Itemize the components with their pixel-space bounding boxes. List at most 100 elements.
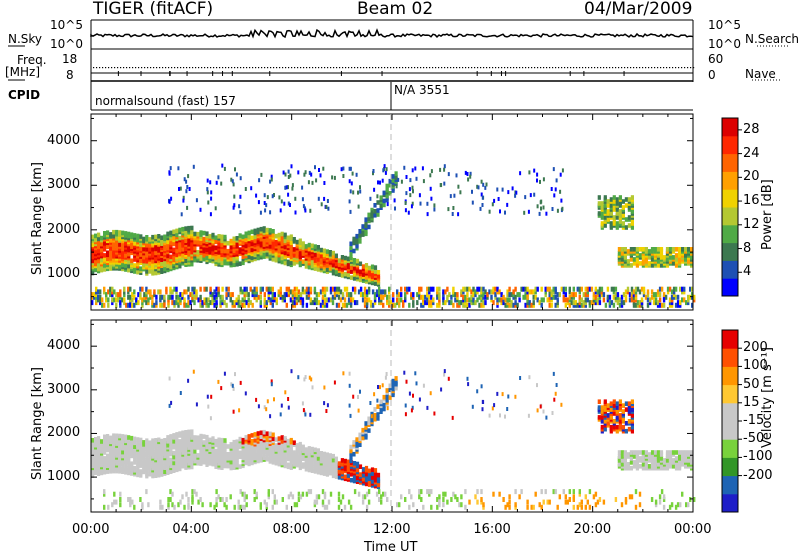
- power-cell: [190, 226, 193, 231]
- velocity-cell: [378, 489, 380, 494]
- velocity-cell: [622, 409, 625, 414]
- power-cell: [281, 232, 284, 237]
- velocity-cell: [170, 401, 172, 405]
- power-cell: [341, 255, 344, 260]
- power-cell: [553, 193, 555, 197]
- velocity-cell: [631, 429, 634, 434]
- velocity-cell: [560, 403, 562, 407]
- power-cell: [269, 210, 271, 214]
- velocity-cell: [193, 435, 196, 440]
- power-cell: [196, 198, 198, 202]
- power-cell: [297, 170, 299, 174]
- velocity-cell: [619, 423, 622, 428]
- power-cell: [160, 241, 163, 246]
- freq-dot: [624, 67, 625, 68]
- velocity-cell: [420, 489, 422, 494]
- power-cell: [254, 235, 257, 240]
- velocity-cell: [358, 409, 360, 413]
- velocity-cell: [569, 489, 571, 494]
- power-cell: [523, 211, 525, 215]
- velocity-cell: [236, 439, 239, 444]
- power-cell: [296, 250, 299, 255]
- power-cell: [373, 209, 376, 214]
- velocity-cell: [468, 500, 470, 505]
- freq-dot: [267, 67, 268, 68]
- power-cell: [412, 292, 414, 297]
- freq-dot: [453, 67, 454, 68]
- power-cell: [240, 176, 242, 180]
- freq-dot: [426, 67, 427, 68]
- power-cell: [103, 257, 106, 262]
- power-cell: [373, 188, 375, 192]
- power-cell: [318, 197, 320, 201]
- freq-dot: [189, 67, 190, 68]
- velocity-cell: [545, 489, 547, 494]
- velocity-cell: [406, 380, 408, 384]
- power-cell: [99, 289, 101, 294]
- velocity-cell: [368, 489, 370, 494]
- freq-dot: [315, 67, 316, 68]
- velocity-cell: [255, 398, 257, 402]
- power-cell: [633, 261, 636, 266]
- freq-dot: [411, 67, 412, 68]
- velocity-cell: [354, 489, 356, 494]
- velocity-cell: [420, 497, 422, 502]
- power-cell: [543, 206, 545, 210]
- velocity-cell: [444, 369, 446, 373]
- freq-dot: [108, 67, 109, 68]
- velocity-cell: [169, 377, 171, 381]
- power-cell: [575, 292, 577, 297]
- power-cell: [675, 247, 678, 252]
- velocity-cell: [266, 431, 269, 436]
- velocity-cell: [323, 401, 325, 405]
- power-cell: [264, 193, 266, 197]
- velocity-cell: [678, 450, 681, 455]
- power-cell: [178, 264, 181, 269]
- power-cell: [601, 201, 604, 206]
- velocity-cell: [286, 505, 288, 510]
- power-cell: [452, 303, 454, 308]
- power-cell: [225, 292, 227, 297]
- power-cell: [365, 275, 368, 280]
- velocity-cell: [659, 494, 661, 499]
- power-cell: [581, 287, 583, 292]
- velocity-cell: [167, 502, 169, 507]
- velocity-cell: [324, 492, 326, 497]
- velocity-cell: [159, 500, 161, 505]
- power-cell: [233, 237, 236, 242]
- velocity-cell: [302, 445, 305, 450]
- freq-dot: [282, 67, 283, 68]
- power-cell: [299, 239, 302, 244]
- velocity-cell: [492, 492, 494, 497]
- power-cell: [526, 287, 528, 292]
- velocity-cell: [383, 403, 386, 408]
- power-cell: [631, 221, 634, 226]
- velocity-cell: [383, 395, 386, 400]
- power-cell: [272, 303, 274, 308]
- velocity-cell: [185, 492, 187, 497]
- power-cell: [159, 289, 161, 294]
- velocity-cell: [573, 489, 575, 494]
- freq-dot: [429, 67, 430, 68]
- velocity-cell: [251, 439, 254, 444]
- velocity-cell: [635, 489, 637, 494]
- freq-dot: [597, 67, 598, 68]
- power-cell: [264, 292, 266, 297]
- power-cell: [169, 231, 172, 236]
- freq-dot: [144, 67, 145, 68]
- power-cell: [205, 248, 208, 253]
- velocity-cell: [284, 390, 286, 394]
- velocity-cell: [187, 430, 190, 435]
- freq-dot: [687, 67, 688, 68]
- power-cell: [412, 168, 414, 172]
- velocity-cell: [136, 437, 139, 442]
- freq-dot: [528, 67, 529, 68]
- velocity-cell: [284, 454, 287, 459]
- power-cell: [233, 249, 236, 254]
- power-cell: [364, 221, 367, 226]
- power-cell: [452, 206, 454, 210]
- power-cell: [395, 171, 398, 176]
- power-cell: [103, 303, 105, 308]
- freq-dot: [261, 67, 262, 68]
- power-cell: [436, 303, 438, 308]
